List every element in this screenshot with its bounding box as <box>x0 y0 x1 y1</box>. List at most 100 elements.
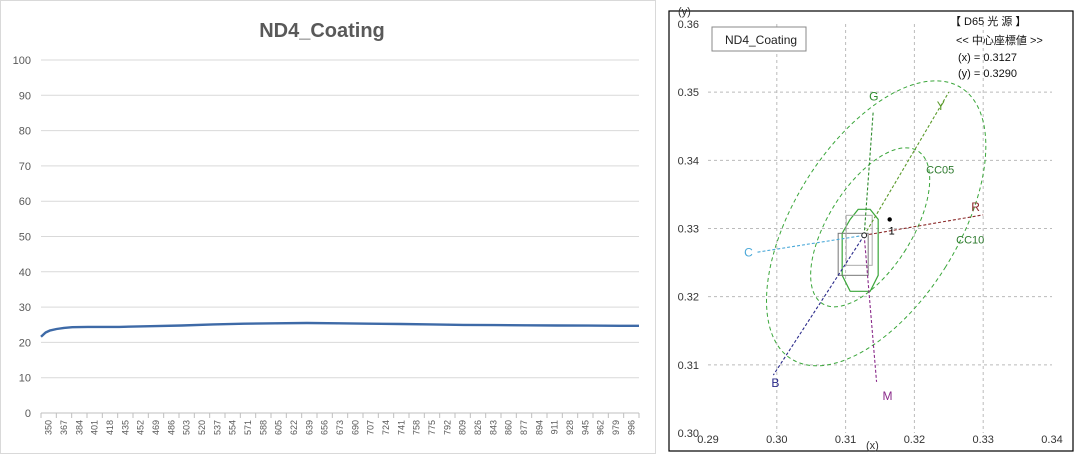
white-point-marker <box>861 232 868 239</box>
series-layer <box>40 321 639 338</box>
info-block: 【 D65 光 源 】 << 中心座標値 >> (x) = 0.3127 (y)… <box>950 14 1043 80</box>
axis-line-r <box>864 214 984 236</box>
x-tick-label: 622 <box>289 420 299 435</box>
y-tick-label: 100 <box>13 55 31 67</box>
x-tick-label: 979 <box>611 420 621 435</box>
center-x-value: (x) = 0.3127 <box>958 52 1017 64</box>
x-tick-label: 0.29 <box>697 434 718 446</box>
x-tick-label: 0.34 <box>1041 434 1062 446</box>
y-tick-label: 0.30 <box>678 428 699 440</box>
chromaticity-diagram: 0.29 0.30 0.31 0.32 0.33 0.340.300.310.320.33… <box>668 6 1074 452</box>
y-tick-label: 40 <box>19 267 31 279</box>
y-tick-label: 0.31 <box>678 360 699 372</box>
center-y-value: (y) = 0.3290 <box>958 68 1017 80</box>
y-tick-label: 60 <box>19 196 31 208</box>
tolerance-ellipses <box>766 80 987 367</box>
x-tick-label: 0.32 <box>904 434 925 446</box>
x-tick-label: 452 <box>136 420 146 435</box>
axis-line-c <box>756 234 865 253</box>
grid-lines <box>41 59 639 414</box>
x-tick-label: 435 <box>120 420 130 435</box>
center-label: << 中心座標値 >> <box>956 33 1043 47</box>
x-tick-label: 537 <box>212 420 222 435</box>
x-tick-label: 554 <box>228 420 238 435</box>
legend-box: ND4_Coating <box>711 26 807 52</box>
x-tick-label: 673 <box>335 420 345 435</box>
y-tick-label: 0.33 <box>678 224 699 236</box>
color-axis-lines <box>756 91 984 382</box>
y-tick-label: 70 <box>19 161 31 173</box>
axis-ticks: 0.29 0.30 0.31 0.32 0.33 0.340.300.310.320.33… <box>678 19 1063 446</box>
tolerance-box <box>837 232 869 276</box>
measured-point-label: 1 <box>889 225 895 237</box>
x-tick-label: 639 <box>304 420 314 435</box>
y-tick-label: 90 <box>19 90 31 102</box>
x-tick-label: 469 <box>151 420 161 435</box>
x-tick-label: 894 <box>534 420 544 435</box>
x-tick-label: 0.30 <box>766 434 787 446</box>
x-tick-label: 690 <box>350 420 360 435</box>
y-tick-label: 0.34 <box>678 155 699 167</box>
x-tick-label: 877 <box>519 420 529 435</box>
x-tick-label: 503 <box>182 420 192 435</box>
ellipse-label-cc10: CC10 <box>956 234 984 246</box>
x-tick-label: 724 <box>381 420 391 435</box>
tolerance-polygon <box>841 208 879 292</box>
x-tick-label: 843 <box>488 420 498 435</box>
x-tick-label: 520 <box>197 420 207 435</box>
x-tick-label: 486 <box>166 420 176 435</box>
x-axis-ticks: 350 367 384 401 418 435 452 469 486 503 520 537 554 5… <box>40 413 640 435</box>
ellipse-cc10 <box>810 147 931 308</box>
axis-label-r: R <box>971 200 980 214</box>
plot-frame <box>668 10 1074 452</box>
x-tick-label: 605 <box>274 420 284 435</box>
y-tick-label: 10 <box>19 373 31 385</box>
y-tick-label: 0 <box>25 408 31 420</box>
measured-point <box>887 217 892 222</box>
axis-line-m <box>863 235 878 382</box>
x-tick-label: 367 <box>59 420 69 435</box>
y-tick-label: 0.36 <box>678 19 699 31</box>
tolerance-box-inner <box>845 214 873 266</box>
x-tick-label: 945 <box>580 420 590 435</box>
x-tick-label: 962 <box>596 420 606 435</box>
data-points: 1 <box>861 217 895 239</box>
x-tick-label: 401 <box>90 420 100 435</box>
x-tick-label: 792 <box>442 420 452 435</box>
x-tick-label: 0.33 <box>972 434 993 446</box>
x-tick-label: 384 <box>74 420 84 435</box>
grid-lines <box>708 24 1052 433</box>
axis-line-b <box>772 235 865 376</box>
x-tick-label: 860 <box>504 420 514 435</box>
ellipse-label-cc05: CC05 <box>926 164 954 176</box>
x-tick-label: 588 <box>258 420 268 435</box>
y-tick-label: 0.35 <box>678 87 699 99</box>
ellipse-cc05 <box>766 80 987 367</box>
axis-label-m: M <box>883 389 893 403</box>
x-tick-label: 707 <box>366 420 376 435</box>
x-tick-label: 656 <box>320 420 330 435</box>
spectral-chart-panel: ND4_Coating 0 10 20 30 40 50 60 70 80 90 100 350 36… <box>0 0 656 454</box>
color-axis-labels: G Y R C B M CC05 CC10 <box>744 90 984 403</box>
y-tick-label: 30 <box>19 302 31 314</box>
x-tick-label: 418 <box>105 420 115 435</box>
y-tick-label: 0.32 <box>678 292 699 304</box>
x-tick-label: 571 <box>243 420 253 435</box>
x-tick-label: 809 <box>458 420 468 435</box>
x-tick-label: 911 <box>550 420 560 434</box>
x-tick-label: 928 <box>565 420 575 435</box>
illuminant-label: 【 D65 光 源 】 <box>950 14 1026 28</box>
y-axis-label: (y) <box>678 6 691 18</box>
axis-label-y: Y <box>937 99 945 113</box>
x-axis-label: (x) <box>866 440 879 452</box>
axis-line-y <box>863 91 950 236</box>
y-tick-label: 50 <box>19 232 31 244</box>
axis-label-b: B <box>771 376 779 390</box>
y-tick-label: 20 <box>19 337 31 349</box>
x-tick-label: 0.31 <box>835 434 856 446</box>
x-tick-label: 775 <box>427 420 437 435</box>
axis-label-c: C <box>744 245 753 259</box>
x-tick-label: 996 <box>626 420 636 435</box>
y-tick-label: 80 <box>19 126 31 138</box>
axis-line-g <box>863 112 874 236</box>
